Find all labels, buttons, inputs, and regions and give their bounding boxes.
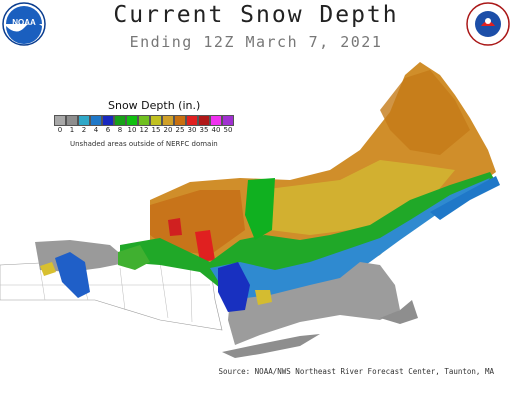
snow-region-gray-south [228,262,400,345]
snow-region-deepnorth [380,70,470,155]
snow-region-green-band [120,172,496,290]
legend-tick-label: 20 [163,126,173,134]
legend-tick-label: 35 [199,126,209,134]
map-subtitle: Ending 12Z March 7, 2021 [129,33,383,51]
legend-swatch [162,115,174,126]
legend-tick-label: 0 [57,126,63,134]
legend-swatch [90,115,102,126]
nws-logo-icon [466,2,510,46]
source-credit: Source: NOAA/NWS Northeast River Forecas… [218,367,494,376]
legend-title: Snow Depth (in.) [108,99,201,112]
snow-region-red [195,230,215,262]
snow-region-blue-inland [218,262,250,312]
legend-swatch [66,115,78,126]
maine-coast-edge [430,176,500,220]
legend-tick-label: 2 [81,126,87,134]
snow-region-cape [380,300,418,324]
snow-region-yellow-inland [255,290,272,305]
legend-swatch [186,115,198,126]
legend-swatch [102,115,114,126]
legend-tick-label: 10 [127,126,137,134]
map-title: Current Snow Depth [113,2,399,28]
legend-swatch [210,115,222,126]
snow-region-blue-band [210,178,490,305]
legend-swatch [138,115,150,126]
county-lines [0,261,210,323]
long-island [222,334,320,358]
legend-tick-label: 40 [211,126,221,134]
legend-ticks: 0 1 2 4 6 8 10 12 15 20 25 30 35 40 50 [54,126,234,134]
legend-swatch [174,115,186,126]
legend-tick-label: 50 [223,126,233,134]
legend-swatches [54,115,234,126]
legend-swatch [222,115,234,126]
legend-tick-label: 6 [105,126,111,134]
legend-swatch [114,115,126,126]
noaa-logo-icon: NOAA [2,2,46,46]
legend-swatch [150,115,162,126]
snow-region-yellow [260,160,455,235]
snow-region-orange-west [150,190,245,255]
legend-tick-label: 12 [139,126,149,134]
legend-swatch [198,115,210,126]
legend-tick-label: 15 [151,126,161,134]
legend-tick-label: 1 [69,126,75,134]
snow-region-green-column [245,178,275,240]
legend-tick-label: 8 [117,126,123,134]
legend-tick-label: 30 [187,126,197,134]
legend-swatch [78,115,90,126]
svg-text:NOAA: NOAA [12,18,36,27]
legend-tick-label: 25 [175,126,185,134]
snow-region-blue-west [55,252,90,298]
snow-region-green-west [118,245,150,270]
legend-swatch [126,115,138,126]
legend-note: Unshaded areas outside of NERFC domain [70,140,218,148]
snow-region-red-2 [168,218,182,236]
snow-region-yellow-west [40,262,56,276]
legend-tick-label: 4 [93,126,99,134]
legend-swatch [54,115,66,126]
